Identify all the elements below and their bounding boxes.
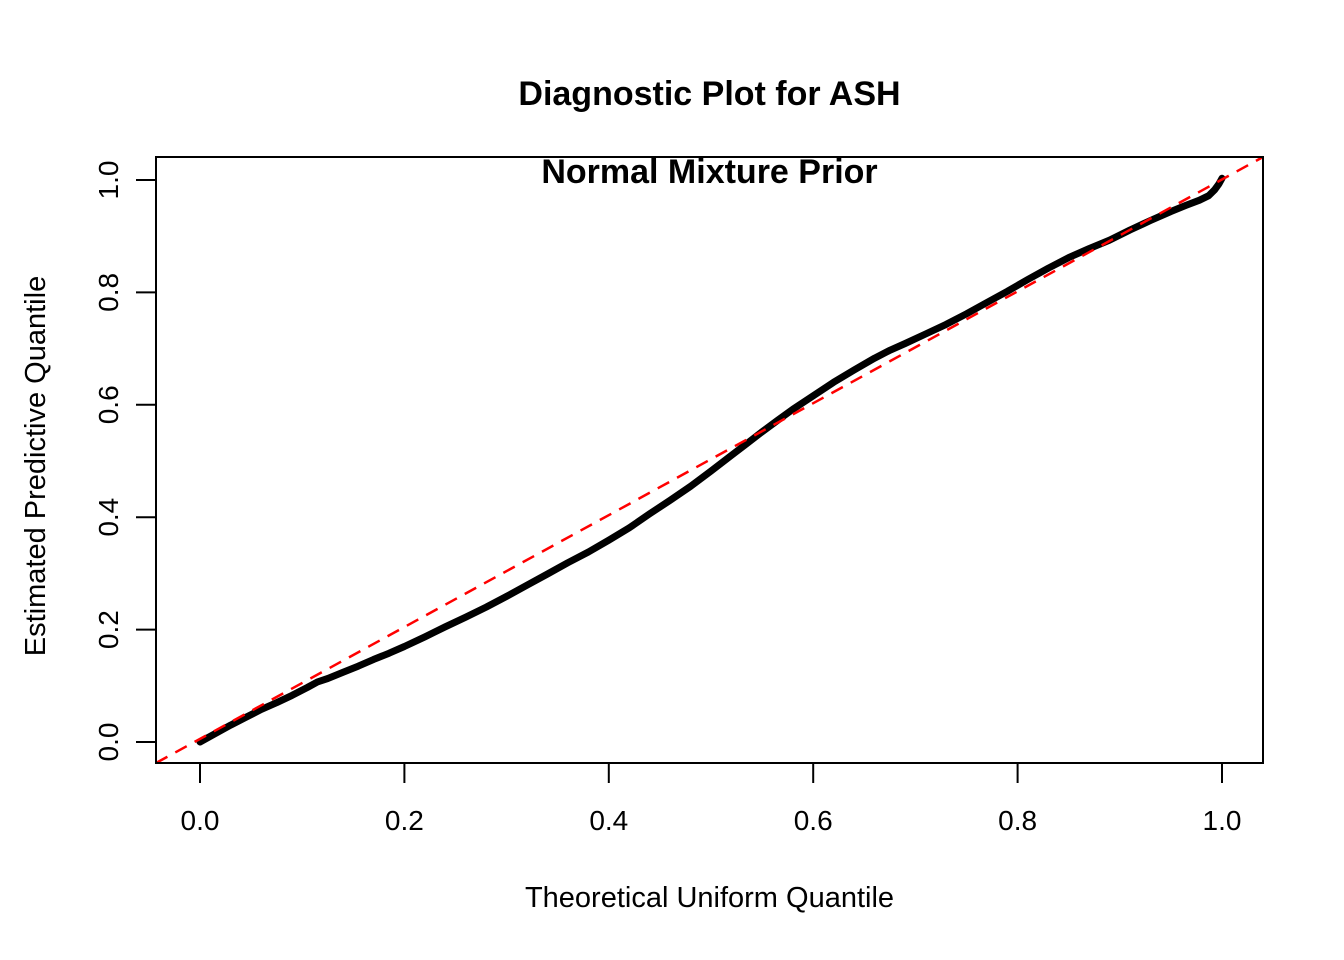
y-axis-label: Estimated Predictive Quantile [20,275,52,657]
y-tick-label: 0.6 [93,385,124,424]
chart-title-line-1: Diagnostic Plot for ASH [518,75,901,113]
x-axis-ticks: 0.0 0.2 0.4 0.6 0.8 1.0 [181,763,1242,836]
y-tick-label: 1.0 [93,161,124,200]
x-tick-label: 0.4 [589,805,628,836]
estimated-predictive-quantile-curve [196,174,1226,746]
reference-diagonal-line [155,155,1264,765]
x-tick-label: 0.8 [998,805,1037,836]
y-tick-label: 0.4 [93,498,124,537]
y-tick-label: 0.2 [93,610,124,649]
x-tick-label: 1.0 [1203,805,1242,836]
x-axis-label: Theoretical Uniform Quantile [524,882,895,914]
chart-title-line-2: Normal Mixture Prior [541,153,878,191]
y-tick-label: 0.0 [93,723,124,762]
plot-frame [155,156,1264,764]
x-tick-label: 0.2 [385,805,424,836]
x-tick-label: 0.0 [181,805,220,836]
x-tick-label: 0.6 [794,805,833,836]
chart-title: Diagnostic Plot for ASH Normal Mixture P… [156,36,1263,192]
plot-series [155,155,1264,765]
y-tick-label: 0.8 [93,273,124,312]
y-axis-ticks: 0.0 0.2 0.4 0.6 0.8 1.0 [93,161,156,762]
